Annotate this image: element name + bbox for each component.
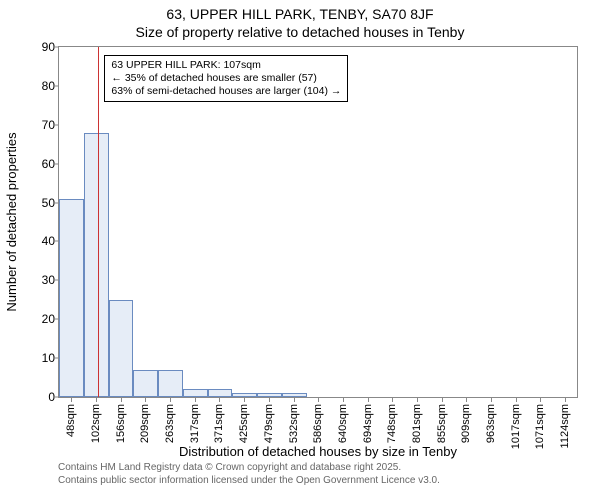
x-tick-mark [442,398,443,402]
y-tick-label: 80 [42,79,55,93]
property-marker-line [98,47,99,397]
x-tick-label: 640sqm [337,404,349,443]
x-tick-mark [170,398,171,402]
x-tick-label: 855sqm [436,404,448,443]
y-tick-label: 70 [42,118,55,132]
x-tick-mark [71,398,72,402]
x-tick-mark [466,398,467,402]
y-tick-mark [54,85,58,86]
x-tick-mark [96,398,97,402]
annotation-box: 63 UPPER HILL PARK: 107sqm← 35% of detac… [104,55,348,102]
x-tick-mark [294,398,295,402]
x-tick-mark [121,398,122,402]
y-tick-mark [54,202,58,203]
x-tick-mark [491,398,492,402]
chart-footer: Contains HM Land Registry data © Crown c… [58,462,578,487]
x-tick-label: 209sqm [139,404,151,443]
histogram-bar [84,133,109,397]
x-tick-label: 102sqm [90,404,102,443]
x-tick-mark [368,398,369,402]
histogram-bar [257,393,282,397]
y-tick-mark [54,280,58,281]
annotation-line-2: ← 35% of detached houses are smaller (57… [111,72,341,85]
x-tick-label: 425sqm [238,404,250,443]
y-tick-label: 40 [42,234,55,248]
y-tick-label: 50 [42,196,55,210]
x-tick-mark [195,398,196,402]
y-tick-mark [54,241,58,242]
x-tick-label: 909sqm [460,404,472,443]
histogram-bar [232,393,257,397]
y-tick-mark [54,124,58,125]
y-tick-mark [54,163,58,164]
x-tick-label: 963sqm [485,404,497,443]
footer-line-2: Contains public sector information licen… [58,475,578,488]
y-tick-label: 90 [42,40,55,54]
histogram-bar [208,389,233,397]
x-tick-mark [540,398,541,402]
x-tick-label: 586sqm [312,404,324,443]
y-tick-mark [54,319,58,320]
property-size-chart: 63, UPPER HILL PARK, TENBY, SA70 8JF Siz… [0,0,600,500]
plot-area: 63 UPPER HILL PARK: 107sqm← 35% of detac… [58,46,578,398]
annotation-line-1: 63 UPPER HILL PARK: 107sqm [111,59,341,72]
y-axis-label: Number of detached properties [4,46,20,398]
x-tick-label: 532sqm [288,404,300,443]
histogram-bar [133,370,158,397]
x-tick-label: 1124sqm [559,404,571,448]
x-tick-mark [145,398,146,402]
x-tick-mark [392,398,393,402]
x-tick-label: 371sqm [213,404,225,443]
x-tick-mark [269,398,270,402]
x-tick-mark [343,398,344,402]
y-tick-label: 60 [42,157,55,171]
annotation-line-3: 63% of semi-detached houses are larger (… [111,85,341,98]
x-tick-label: 317sqm [189,404,201,443]
x-tick-mark [244,398,245,402]
x-axis-label: Distribution of detached houses by size … [58,444,578,459]
chart-title-address: 63, UPPER HILL PARK, TENBY, SA70 8JF [0,6,600,22]
y-tick-label: 30 [42,273,55,287]
x-tick-mark [219,398,220,402]
y-tick-mark [54,47,58,48]
x-tick-mark [565,398,566,402]
histogram-bar [109,300,134,397]
x-tick-label: 748sqm [386,404,398,443]
chart-title-desc: Size of property relative to detached ho… [0,24,600,40]
x-tick-label: 48sqm [65,404,77,437]
x-tick-label: 156sqm [115,404,127,443]
x-tick-label: 694sqm [362,404,374,443]
histogram-bar [183,389,208,397]
x-tick-mark [417,398,418,402]
y-tick-mark [54,397,58,398]
x-tick-label: 479sqm [263,404,275,443]
x-tick-label: 1071sqm [534,404,546,449]
x-tick-mark [318,398,319,402]
y-tick-mark [54,358,58,359]
histogram-bar [59,199,84,397]
x-tick-label: 263sqm [164,404,176,443]
y-tick-label: 20 [42,312,55,326]
histogram-bar [282,393,307,397]
x-tick-label: 801sqm [411,404,423,443]
x-tick-label: 1017sqm [510,404,522,449]
histogram-bar [158,370,183,397]
y-tick-label: 10 [42,351,55,365]
x-tick-mark [516,398,517,402]
footer-line-1: Contains HM Land Registry data © Crown c… [58,462,578,475]
